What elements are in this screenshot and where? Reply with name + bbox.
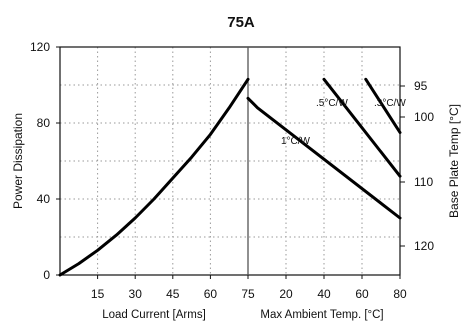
series-group (58, 77, 402, 277)
right-axis-ticks: 95 100 110 120 (400, 79, 434, 253)
left-x-axis-ticks: 15 30 45 60 75 (91, 275, 255, 301)
right-x-axis-ticks: 20 40 60 80 (279, 275, 407, 301)
y-tick-label: 40 (37, 192, 51, 206)
x-tick-label: 20 (279, 287, 293, 301)
right-y-axis-label: Base Plate Temp [°C] (447, 104, 461, 218)
right-tick-label: 100 (414, 110, 434, 124)
x-tick-label: 60 (355, 287, 369, 301)
grid (60, 47, 400, 275)
right-tick-label: 95 (414, 79, 428, 93)
series-label-03cw: .3°C/W (374, 98, 406, 109)
x-tick-label: 60 (204, 287, 218, 301)
series-1cw-line (246, 96, 402, 220)
right-tick-label: 110 (414, 175, 433, 189)
y-tick-label: 80 (37, 116, 51, 130)
y-axis-label: Power Dissipation (11, 113, 25, 209)
right-tick-label: 120 (414, 239, 434, 253)
series-label-05cw: .5°C/W (316, 98, 348, 109)
plot-frame (59, 46, 401, 276)
series-label-1cw: 1°C/W (281, 136, 311, 147)
right-x-axis-label: Max Ambient Temp. [°C] (260, 309, 383, 321)
power-curve-line (58, 77, 250, 277)
x-tick-label: 30 (129, 287, 143, 301)
left-x-axis-label: Load Current [Arms] (102, 309, 206, 321)
x-tick-label: 75 (241, 287, 255, 301)
x-tick-label: 15 (91, 287, 105, 301)
series-03cw-line (364, 77, 402, 134)
series-05cw-line (322, 77, 402, 178)
x-tick-label: 40 (317, 287, 331, 301)
y-tick-label: 120 (30, 40, 50, 54)
chart-title: 75A (227, 14, 255, 31)
x-tick-label: 45 (166, 287, 180, 301)
x-tick-label: 80 (393, 287, 407, 301)
y-tick-label: 0 (43, 268, 50, 282)
y-axis-ticks: 0 40 80 120 (30, 40, 60, 282)
